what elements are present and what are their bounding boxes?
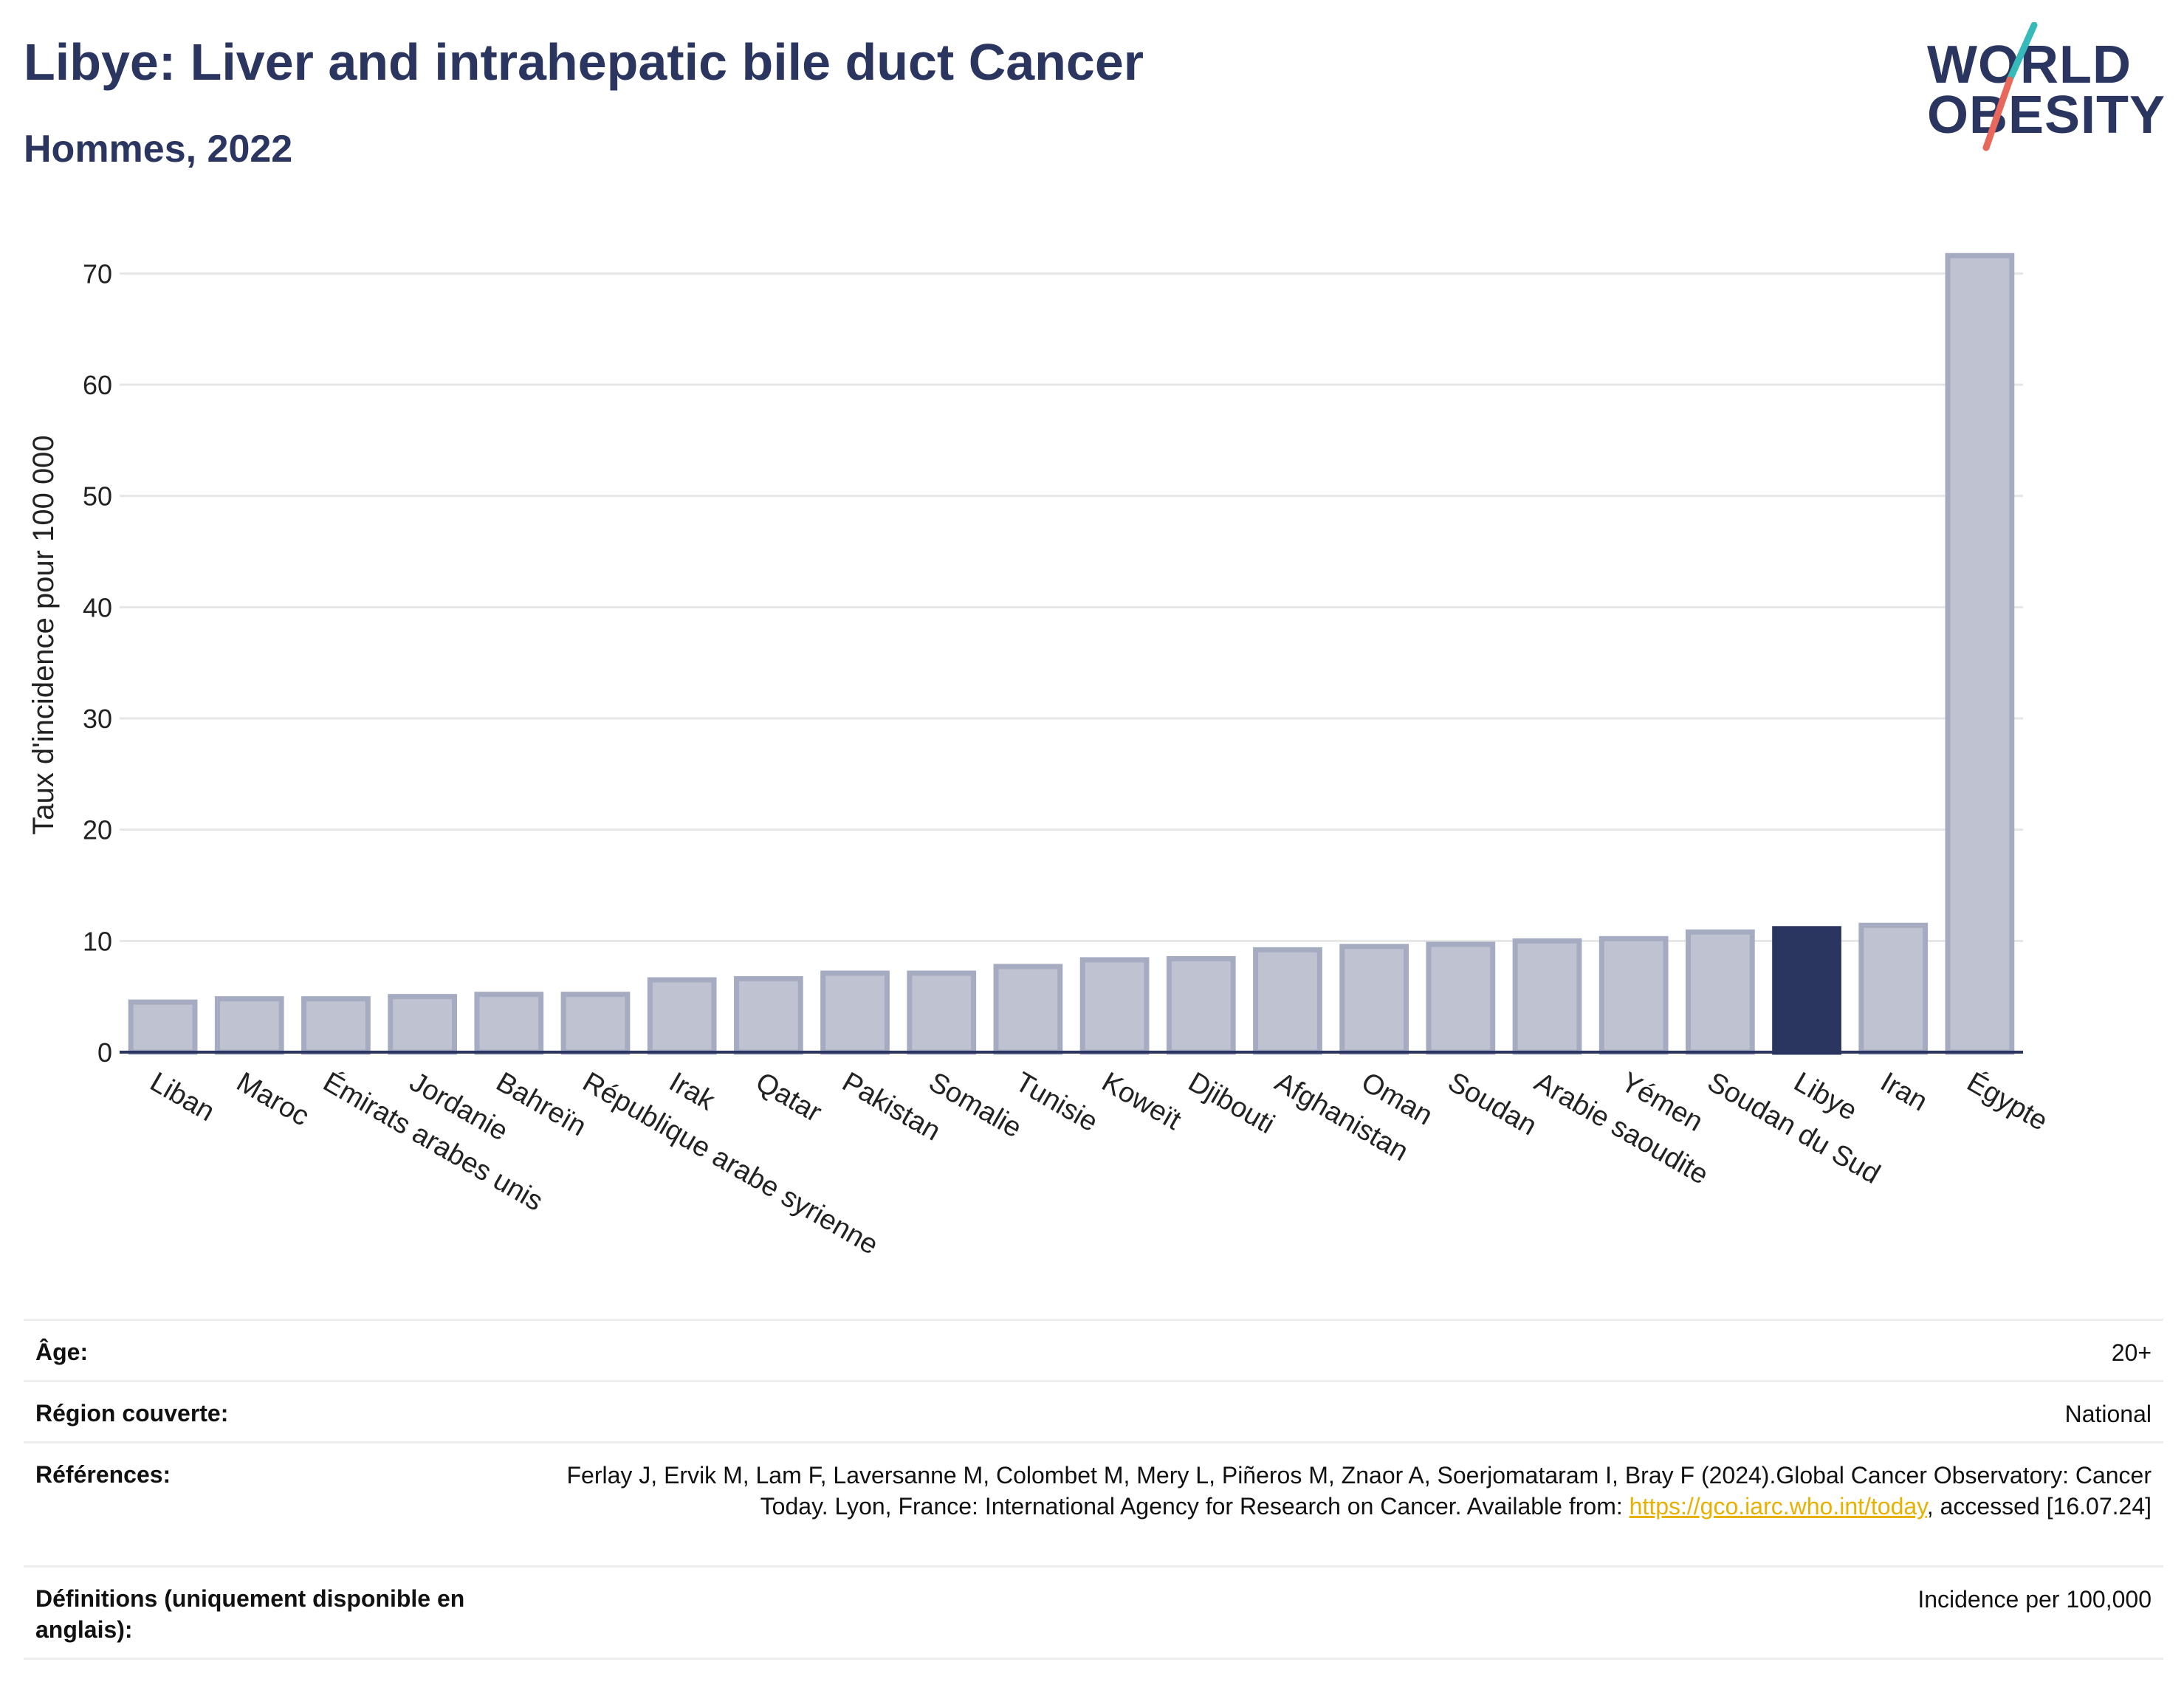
- info-value-region: National: [2064, 1401, 2152, 1427]
- bar: [1426, 941, 1496, 1055]
- bar: [560, 992, 631, 1055]
- info-label-age: Âge:: [35, 1339, 89, 1365]
- y-tick-label: 20: [83, 815, 112, 845]
- logo-word-world: WORLD: [1927, 35, 2132, 95]
- bar: [474, 992, 544, 1055]
- x-tick-label: Djibouti: [1183, 1066, 1280, 1140]
- info-value-references: Ferlay J, Ervik M, Lam F, Laversanne M, …: [564, 1460, 2152, 1522]
- bar: [388, 994, 457, 1055]
- y-tick-label: 0: [97, 1037, 112, 1068]
- bar: [647, 977, 717, 1055]
- bar: [1079, 957, 1150, 1055]
- bar: [993, 964, 1063, 1055]
- logo-slash-icon: [1982, 22, 2038, 151]
- info-label-region: Région couverte:: [35, 1400, 229, 1427]
- y-tick-label: 30: [83, 704, 112, 734]
- bar: [1598, 935, 1669, 1055]
- bar-chart: 0 10 20 30 40 50 60 70 Taux d'incidence pour 100…: [27, 253, 2053, 1261]
- chart-subtitle: Hommes, 2022: [24, 128, 293, 171]
- bar: [1512, 938, 1582, 1055]
- bar: [1772, 926, 1841, 1055]
- bar: [214, 996, 284, 1055]
- logo-word-obesity: OBESITY: [1927, 86, 2166, 145]
- chart-title: Libye: Liver and intrahepatic bile duct …: [24, 33, 1144, 91]
- info-value-definitions: Incidence per 100,000: [1917, 1586, 2152, 1613]
- x-tick-label: Iran: [1875, 1066, 1933, 1117]
- info-row-age: Âge: 20+: [24, 1319, 2163, 1380]
- bar: [1253, 947, 1322, 1055]
- bar: [1166, 955, 1236, 1055]
- bar: [1339, 944, 1409, 1055]
- y-tick-label: 50: [83, 481, 112, 512]
- info-table: Âge: 20+ Région couverte: National Référ…: [24, 1319, 2163, 1660]
- info-label-definitions: Définitions (uniquement disponible en an…: [35, 1585, 465, 1643]
- bar: [734, 976, 803, 1055]
- x-tick-label: Koweït: [1096, 1066, 1187, 1136]
- world-obesity-logo[interactable]: WORLD OBESITY: [1927, 22, 2171, 155]
- bar: [128, 999, 198, 1055]
- x-tick-label: Maroc: [231, 1066, 314, 1132]
- bar: [1858, 922, 1929, 1055]
- references-link[interactable]: https://gco.iarc.who.int/today: [1629, 1493, 1927, 1520]
- references-text: Ferlay J, Ervik M, Lam F, Laversanne M, …: [566, 1462, 2152, 1520]
- info-row-definitions: Définitions (uniquement disponible en an…: [24, 1565, 2163, 1660]
- x-tick-label: Égypte: [1962, 1066, 2053, 1137]
- x-tick-label: Qatar: [750, 1066, 827, 1128]
- info-value-age: 20+: [2111, 1339, 2152, 1366]
- x-tick-label: Soudan: [1443, 1066, 1542, 1141]
- x-tick-label: République arabe syrienne: [577, 1066, 883, 1260]
- x-tick-label: Somalie: [924, 1066, 1027, 1144]
- bar: [820, 970, 890, 1055]
- info-row-references: Références: Ferlay J, Ervik M, Lam F, La…: [24, 1441, 2163, 1565]
- info-label-references: Références:: [35, 1461, 171, 1488]
- bar: [907, 970, 977, 1055]
- y-tick-label: 10: [83, 926, 112, 956]
- y-tick-label: 40: [83, 592, 112, 622]
- bar: [1686, 929, 1755, 1055]
- y-tick-label: 60: [83, 370, 112, 400]
- info-row-region: Région couverte: National: [24, 1380, 2163, 1441]
- references-accessed: , accessed [16.07.24]: [1926, 1493, 2152, 1520]
- bar: [301, 996, 371, 1055]
- x-tick-label: Liban: [145, 1066, 220, 1127]
- y-tick-label: 70: [83, 258, 112, 289]
- bar: [1945, 253, 2015, 1055]
- y-axis-title: Taux d'incidence pour 100 000: [27, 435, 60, 834]
- x-tick-label: Pakistan: [837, 1066, 946, 1147]
- x-tick-label: Tunisie: [1010, 1066, 1103, 1138]
- x-tick-label: Irak: [664, 1066, 721, 1117]
